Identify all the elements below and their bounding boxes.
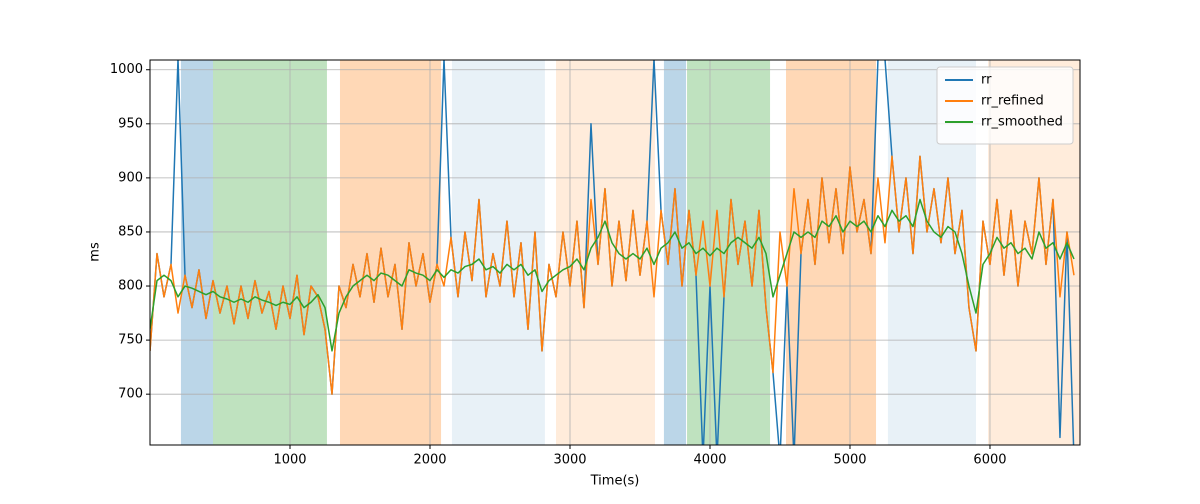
x-tick-label: 4000: [693, 453, 726, 468]
y-axis-label: ms: [88, 242, 103, 262]
shaded-span: [786, 60, 877, 445]
x-axis-label: Time(s): [590, 474, 640, 489]
y-tick-label: 1000: [110, 62, 143, 77]
lines: [150, 60, 1075, 445]
shaded-span: [339, 60, 442, 445]
shaded-span: [451, 60, 545, 445]
y-tick-label: 850: [118, 224, 143, 239]
legend-label: rr: [981, 73, 992, 88]
shaded-span: [663, 60, 687, 445]
y-tick-label: 750: [118, 333, 143, 348]
shaded-span: [212, 60, 327, 445]
x-tick-label: 6000: [973, 453, 1006, 468]
series-line: [150, 155, 1075, 395]
shaded-span: [555, 60, 655, 445]
y-tick-label: 800: [118, 279, 143, 294]
grid: [150, 60, 1080, 445]
legend-box: [936, 66, 1074, 145]
x-tick-label: 5000: [833, 453, 866, 468]
shaded-span: [180, 60, 213, 445]
y-tick-label: 950: [118, 116, 143, 131]
series-line: [150, 198, 1075, 352]
plot-frame: [149, 59, 1081, 446]
y-tick-label: 900: [118, 170, 143, 185]
legend-label: rr_refined: [981, 94, 1044, 109]
x-tick-label: 2000: [413, 453, 446, 468]
y-tick-label: 700: [118, 387, 143, 402]
x-tick-label: 1000: [273, 453, 306, 468]
axes: 1000 2000 3000 4000 5000 6000 700 750 800 850 900 9…: [110, 59, 1081, 468]
legend-label: rr_smoothed: [981, 115, 1063, 130]
x-tick-label: 3000: [553, 453, 586, 468]
legend: rr rr_refined rr_smoothed: [936, 66, 1074, 145]
